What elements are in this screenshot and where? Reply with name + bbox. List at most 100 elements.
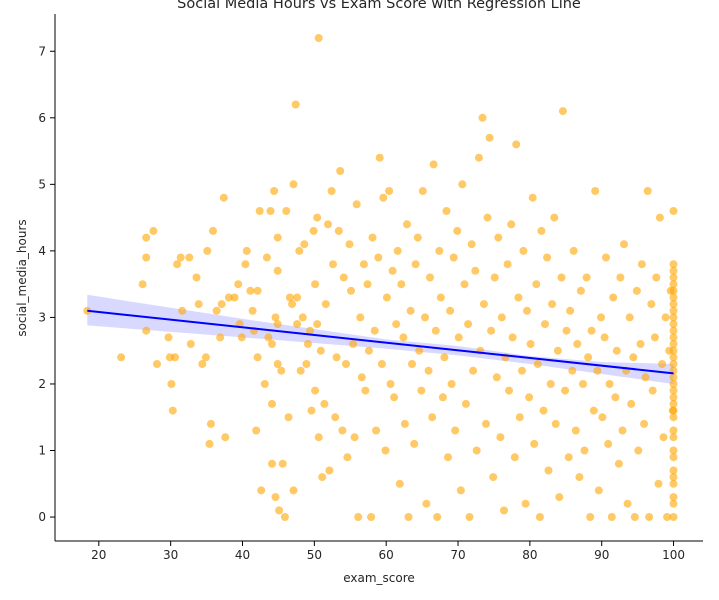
data-point [669,453,678,462]
data-point [349,340,358,348]
regression-line-group [87,309,674,375]
data-point [543,253,552,262]
data-point [655,213,664,222]
data-point [291,100,300,109]
data-point [212,306,221,315]
data-point [607,513,616,521]
data-point [500,506,508,515]
data-point [485,133,494,142]
data-point [382,293,391,302]
data-point [435,246,444,255]
data-point [669,373,678,382]
data-point [192,273,201,282]
x-tick-label: 80 [522,548,537,562]
data-point [471,266,480,275]
data-point [374,253,383,262]
x-tick-label: 60 [379,548,394,562]
data-point [278,459,287,468]
data-point [625,313,634,322]
data-point [329,260,337,269]
data-point [273,233,282,242]
data-point [270,187,279,195]
data-point [167,380,176,388]
data-point [375,153,384,162]
data-point [314,433,323,442]
data-point [458,180,467,189]
data-point [302,360,311,368]
data-point [616,273,625,282]
data-point [663,513,672,521]
data-point [669,433,678,442]
y-tick-label: 1 [38,444,46,458]
data-point [367,513,376,521]
data-point [352,200,361,209]
data-point [461,399,470,408]
data-point [669,306,678,315]
data-point [303,340,312,348]
data-point [546,380,555,388]
data-point [178,306,187,315]
data-point [336,167,345,175]
data-point [354,513,363,521]
data-point [83,306,92,315]
data-point [370,326,379,335]
data-point [255,207,264,215]
data-point [428,413,437,422]
data-point [661,313,670,322]
data-point [268,459,276,468]
data-point [669,293,678,302]
data-point [277,366,286,375]
data-point [347,286,355,295]
data-point [313,213,322,222]
data-point [418,187,427,195]
y-tick-label: 5 [38,177,46,191]
data-point [216,333,225,342]
data-point [479,300,488,309]
data-point [209,226,217,235]
data-point [541,320,549,329]
data-point [153,360,161,368]
data-point [573,340,582,348]
data-point [600,333,609,342]
data-point [514,293,523,302]
data-point [318,473,327,482]
data-point [518,366,526,375]
data-point [186,340,195,348]
data-point [605,380,614,388]
data-point [669,326,678,335]
data-point [593,366,602,375]
data-point [377,360,386,368]
data-point [456,486,465,495]
axes [54,14,703,542]
data-point [614,459,623,468]
data-point [632,286,641,295]
data-point [379,193,388,202]
y-tick-label: 3 [38,310,46,324]
data-point [296,366,305,375]
data-point [669,266,678,275]
data-point [343,453,352,462]
data-point [465,513,474,521]
data-point [271,493,280,502]
data-point [669,300,678,309]
data-point [604,439,613,448]
confidence-band [87,294,674,384]
x-tick-label: 90 [594,548,609,562]
data-point [505,386,513,395]
data-point [282,207,291,215]
x-tick-label: 30 [163,548,178,562]
data-point [171,353,179,362]
data-point [253,353,262,362]
data-point [415,346,424,355]
data-point [436,293,445,302]
data-point [138,280,147,289]
data-point [253,286,262,295]
data-point [612,346,621,355]
x-tick-label: 40 [235,548,250,562]
data-point [669,386,678,395]
data-point [431,326,440,335]
data-point [338,426,347,435]
data-point [602,253,610,262]
data-point [555,493,564,502]
data-point [641,373,650,382]
